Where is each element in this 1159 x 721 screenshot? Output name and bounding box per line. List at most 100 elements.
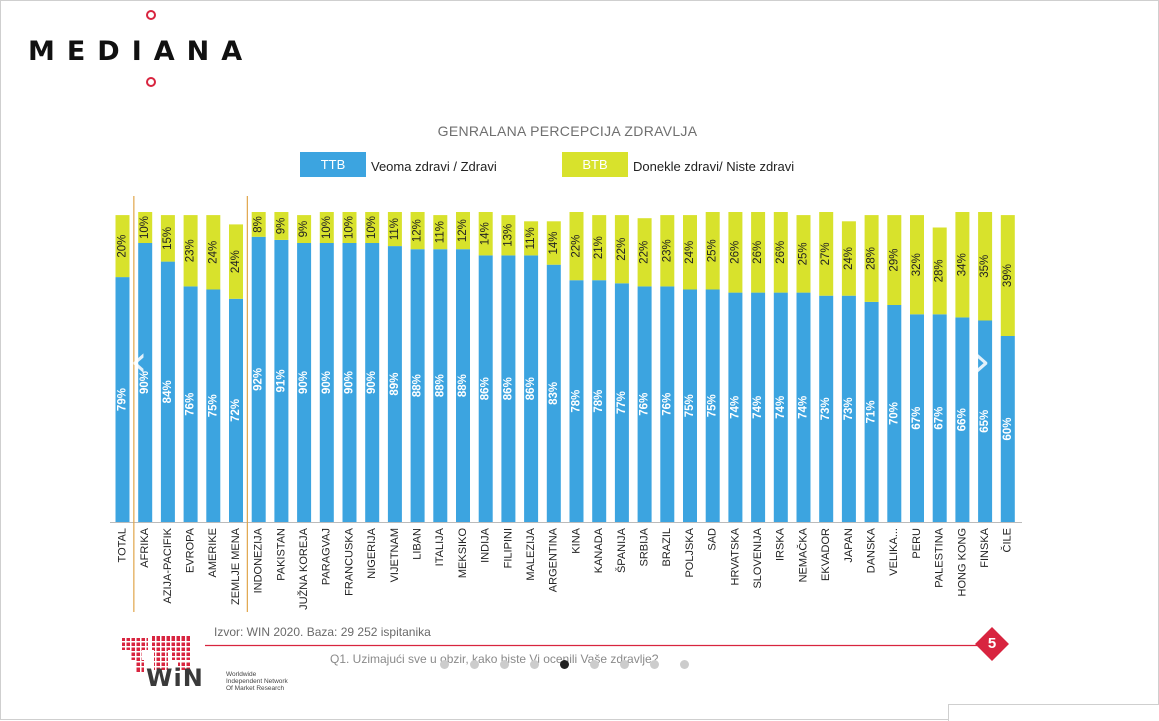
label-ttb: 91% <box>275 369 287 392</box>
logo-dot-top <box>146 10 156 20</box>
bar-ttb <box>1000 336 1015 522</box>
label-ttb: 70% <box>888 402 900 425</box>
bar-btb <box>206 215 221 290</box>
category-label: MEKSIKO <box>457 528 469 579</box>
bar-ttb <box>206 289 221 522</box>
page-dot[interactable] <box>500 660 509 669</box>
bar-ttb <box>456 249 470 522</box>
bar-btb <box>841 221 856 296</box>
label-btb: 14% <box>480 222 492 245</box>
category-label: DANSKA <box>866 527 878 573</box>
category-label: AFRIKA <box>139 527 151 567</box>
page-dot[interactable] <box>440 660 449 669</box>
bar-ttb <box>955 317 970 522</box>
label-btb: 24% <box>207 241 219 264</box>
bar-ttb <box>478 255 493 522</box>
category-label: BRAZIL <box>661 528 673 567</box>
chevron-left-icon[interactable]: ‹ <box>130 336 148 387</box>
label-btb: 29% <box>888 249 900 272</box>
category-label: IRSKA <box>775 527 787 561</box>
label-ttb: 75% <box>684 394 696 417</box>
page-dot[interactable] <box>590 660 599 669</box>
bar-btb <box>160 215 175 262</box>
label-btb: 35% <box>979 255 991 278</box>
page-dot[interactable] <box>470 660 479 669</box>
category-label: LIBAN <box>412 528 424 560</box>
bar-btb <box>978 212 993 321</box>
category-label: NEMAČKA <box>796 527 809 582</box>
page-dot[interactable] <box>650 660 659 669</box>
label-btb: 22% <box>639 241 651 264</box>
label-btb: 10% <box>321 216 333 239</box>
page-dot[interactable] <box>530 660 539 669</box>
label-ttb: 76% <box>185 393 197 416</box>
bar-btb <box>183 215 198 287</box>
logo-text: MEDIANA <box>28 36 255 67</box>
label-btb: 22% <box>616 238 628 261</box>
label-ttb: 77% <box>616 391 628 414</box>
mediana-logo: MEDIANA <box>28 36 254 67</box>
label-btb: 28% <box>866 247 878 270</box>
label-btb: 26% <box>729 241 741 264</box>
label-btb: 8% <box>253 216 265 233</box>
legend-ttb-swatch: TTB <box>300 152 366 177</box>
bar-btb <box>728 212 743 293</box>
bar-btb <box>569 212 584 281</box>
chevron-right-icon[interactable]: › <box>973 336 991 387</box>
category-label: VELIKA... <box>888 528 900 576</box>
bar-ttb <box>433 249 448 522</box>
category-label: JUŽNA KOREJA <box>297 527 310 610</box>
label-ttb: 74% <box>798 396 810 419</box>
win-subtitle-line: Independent Network <box>226 678 288 685</box>
category-label: SRBIJA <box>639 527 651 566</box>
label-btb: 24% <box>843 247 855 270</box>
pagination-dots <box>440 660 689 669</box>
category-label: NIGERIJA <box>366 527 378 578</box>
bar-btb <box>955 212 970 318</box>
label-btb: 24% <box>230 250 242 273</box>
label-btb: 11% <box>434 221 446 243</box>
label-ttb: 86% <box>525 377 537 400</box>
bar-btb <box>614 215 629 284</box>
page-dot[interactable] <box>680 660 689 669</box>
bar-btb <box>683 215 697 290</box>
bar-ttb <box>342 243 357 522</box>
bar-ttb <box>387 246 402 522</box>
bar-ttb <box>251 236 266 523</box>
page-dot[interactable] <box>560 660 569 669</box>
category-label: FRANCUSKA <box>343 527 355 596</box>
label-btb: 14% <box>548 231 560 254</box>
label-ttb: 75% <box>207 394 219 417</box>
bar-ttb <box>410 249 425 522</box>
bar-btb <box>524 221 539 256</box>
label-ttb: 92% <box>253 368 265 391</box>
label-ttb: 67% <box>911 407 923 430</box>
category-label: FINSKA <box>979 527 991 567</box>
label-ttb: 73% <box>820 397 832 420</box>
label-btb: 12% <box>457 219 469 242</box>
category-label: INDONEZIJA <box>253 527 265 593</box>
label-btb: 10% <box>366 216 378 239</box>
bar-btb <box>660 215 675 287</box>
bar-btb <box>501 215 516 256</box>
label-ttb: 60% <box>1002 417 1014 440</box>
label-ttb: 78% <box>593 390 605 413</box>
bar-ttb <box>614 283 629 522</box>
bar-ttb <box>365 243 380 522</box>
category-label: ARGENTINA <box>548 527 560 592</box>
label-ttb: 83% <box>548 382 560 405</box>
label-btb: 34% <box>956 253 968 276</box>
legend-btb-text: Donekle zdravi/ Niste zdravi <box>633 159 795 174</box>
bar-btb <box>478 212 493 256</box>
label-btb: 26% <box>775 241 787 264</box>
label-btb: 10% <box>344 216 356 239</box>
label-btb: 10% <box>139 216 151 239</box>
label-btb: 15% <box>162 227 174 250</box>
legend-ttb-label: TTB <box>320 157 346 172</box>
bar-ttb <box>932 314 947 522</box>
bar-btb <box>229 224 243 299</box>
page-dot[interactable] <box>620 660 629 669</box>
label-btb: 22% <box>571 235 583 258</box>
label-ttb: 65% <box>979 410 991 433</box>
bar-ttb <box>229 298 243 522</box>
